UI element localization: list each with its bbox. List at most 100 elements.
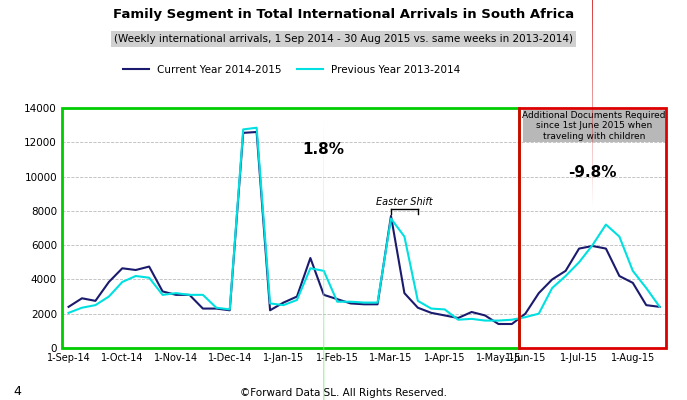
Text: ©Forward Data SL. All Rights Reserved.: ©Forward Data SL. All Rights Reserved. — [240, 388, 447, 398]
Previous Year 2013-2014 — [575, 260, 583, 265]
Current Year 2014-2015 — [104, 280, 113, 284]
Current Year 2014-2015 — [414, 305, 422, 310]
Current Year 2014-2015 — [185, 292, 194, 297]
Current Year 2014-2015 — [427, 310, 436, 315]
Current Year 2014-2015 — [212, 306, 221, 311]
Current Year 2014-2015 — [145, 264, 153, 269]
Current Year 2014-2015 — [454, 316, 462, 320]
Current Year 2014-2015 — [561, 268, 570, 273]
Previous Year 2013-2014 — [212, 305, 221, 310]
Current Year 2014-2015 — [239, 130, 247, 135]
Text: (Weekly international arrivals, 1 Sep 2014 - 30 Aug 2015 vs. same weeks in 2013-: (Weekly international arrivals, 1 Sep 20… — [114, 34, 573, 44]
Previous Year 2013-2014 — [306, 266, 315, 271]
Text: Easter Shift: Easter Shift — [376, 196, 433, 206]
Previous Year 2013-2014 — [239, 127, 247, 132]
Text: Additional Documents Required
since 1st June 2015 when
traveling with children: Additional Documents Required since 1st … — [522, 111, 666, 141]
Current Year 2014-2015 — [65, 304, 73, 309]
Previous Year 2013-2014 — [104, 294, 113, 299]
Previous Year 2013-2014 — [346, 299, 354, 304]
Current Year 2014-2015 — [225, 308, 234, 313]
Current Year 2014-2015 — [118, 266, 126, 271]
Previous Year 2013-2014 — [319, 268, 328, 273]
Current Year 2014-2015 — [346, 301, 354, 306]
Legend: Current Year 2014-2015, Previous Year 2013-2014: Current Year 2014-2015, Previous Year 20… — [118, 60, 465, 79]
Previous Year 2013-2014 — [333, 299, 341, 304]
Bar — [519, 108, 666, 348]
Current Year 2014-2015 — [199, 306, 207, 311]
Bar — [62, 108, 519, 348]
Previous Year 2013-2014 — [534, 311, 543, 316]
Previous Year 2013-2014 — [360, 300, 368, 305]
Current Year 2014-2015 — [78, 296, 86, 301]
Current Year 2014-2015 — [548, 277, 556, 282]
Current Year 2014-2015 — [91, 298, 100, 303]
Current Year 2014-2015 — [655, 304, 664, 309]
Previous Year 2013-2014 — [655, 304, 664, 309]
Previous Year 2013-2014 — [145, 275, 153, 280]
Previous Year 2013-2014 — [118, 280, 126, 284]
Previous Year 2013-2014 — [172, 291, 180, 296]
Current Year 2014-2015 — [333, 297, 341, 302]
Previous Year 2013-2014 — [65, 310, 73, 315]
Previous Year 2013-2014 — [588, 243, 596, 248]
Line: Current Year 2014-2015: Current Year 2014-2015 — [69, 132, 660, 324]
Previous Year 2013-2014 — [91, 303, 100, 308]
Current Year 2014-2015 — [534, 291, 543, 296]
Previous Year 2013-2014 — [561, 274, 570, 278]
Current Year 2014-2015 — [440, 313, 449, 318]
Current Year 2014-2015 — [588, 244, 596, 248]
Previous Year 2013-2014 — [521, 315, 530, 320]
Previous Year 2013-2014 — [199, 292, 207, 297]
Previous Year 2013-2014 — [616, 234, 624, 239]
Current Year 2014-2015 — [280, 300, 288, 305]
Previous Year 2013-2014 — [253, 125, 261, 130]
Previous Year 2013-2014 — [266, 301, 274, 306]
Previous Year 2013-2014 — [481, 318, 489, 323]
Previous Year 2013-2014 — [508, 317, 516, 322]
Current Year 2014-2015 — [319, 292, 328, 297]
Current Year 2014-2015 — [360, 302, 368, 307]
Previous Year 2013-2014 — [387, 216, 395, 221]
Previous Year 2013-2014 — [280, 303, 288, 308]
Current Year 2014-2015 — [629, 280, 637, 285]
Previous Year 2013-2014 — [225, 307, 234, 312]
Current Year 2014-2015 — [495, 322, 503, 326]
Previous Year 2013-2014 — [374, 300, 382, 305]
Current Year 2014-2015 — [521, 311, 530, 316]
Current Year 2014-2015 — [642, 303, 651, 308]
Line: Previous Year 2013-2014: Previous Year 2013-2014 — [69, 128, 660, 320]
Previous Year 2013-2014 — [642, 286, 651, 290]
Previous Year 2013-2014 — [78, 305, 86, 310]
Text: Family Segment in Total International Arrivals in South Africa: Family Segment in Total International Ar… — [113, 8, 574, 21]
Current Year 2014-2015 — [387, 214, 395, 218]
Previous Year 2013-2014 — [440, 307, 449, 312]
Previous Year 2013-2014 — [467, 316, 475, 321]
Current Year 2014-2015 — [306, 256, 315, 260]
Previous Year 2013-2014 — [414, 298, 422, 303]
Previous Year 2013-2014 — [629, 268, 637, 273]
Previous Year 2013-2014 — [427, 306, 436, 311]
Previous Year 2013-2014 — [159, 292, 167, 297]
Previous Year 2013-2014 — [548, 286, 556, 290]
Current Year 2014-2015 — [616, 274, 624, 278]
Text: 1.8%: 1.8% — [303, 142, 345, 157]
Previous Year 2013-2014 — [132, 274, 140, 278]
Previous Year 2013-2014 — [495, 318, 503, 323]
Previous Year 2013-2014 — [454, 317, 462, 322]
Current Year 2014-2015 — [159, 289, 167, 294]
Current Year 2014-2015 — [132, 268, 140, 272]
Current Year 2014-2015 — [602, 246, 610, 251]
Previous Year 2013-2014 — [185, 292, 194, 297]
Current Year 2014-2015 — [508, 322, 516, 326]
Text: -9.8%: -9.8% — [568, 165, 617, 180]
Text: 4: 4 — [14, 385, 21, 398]
Current Year 2014-2015 — [266, 308, 274, 313]
Current Year 2014-2015 — [481, 313, 489, 318]
Previous Year 2013-2014 — [602, 222, 610, 227]
Current Year 2014-2015 — [253, 130, 261, 134]
Previous Year 2013-2014 — [293, 298, 301, 302]
Current Year 2014-2015 — [293, 294, 301, 299]
Current Year 2014-2015 — [467, 310, 475, 314]
Previous Year 2013-2014 — [401, 234, 409, 239]
Current Year 2014-2015 — [374, 302, 382, 307]
